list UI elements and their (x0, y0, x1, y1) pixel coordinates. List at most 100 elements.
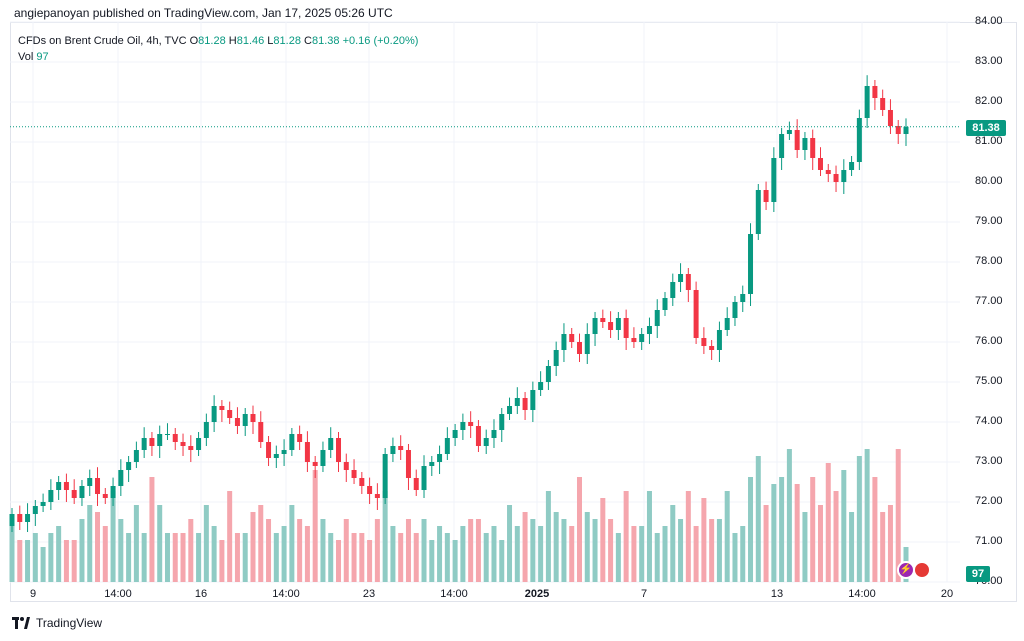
candle-body (483, 438, 489, 446)
low-value: 81.28 (273, 35, 301, 47)
candle-body (507, 406, 513, 414)
volume-bar (545, 491, 551, 582)
candle-body (903, 126, 909, 134)
candle-body (390, 446, 396, 454)
volume-bar (242, 533, 248, 582)
volume-bar (646, 491, 652, 582)
volume-bar (164, 533, 170, 582)
volume-bar (825, 463, 831, 582)
volume-bar (779, 477, 785, 582)
candle-body (693, 290, 699, 338)
volume-bar (40, 547, 46, 582)
candle-body (320, 450, 326, 466)
volume-bar (405, 519, 411, 582)
x-tick-label: 14:00 (272, 588, 300, 600)
volume-bar (468, 519, 474, 582)
candle-body (452, 430, 458, 438)
candle-body (413, 478, 419, 490)
y-tick-label: 72.00 (975, 495, 1003, 507)
volume-bar (48, 533, 54, 582)
candle-body (328, 438, 334, 450)
candle-body (227, 410, 233, 418)
volume-bar (522, 512, 528, 582)
volume-bar (71, 540, 77, 582)
candle-body (203, 422, 209, 438)
candle-body (716, 330, 722, 350)
candle-body (297, 434, 303, 442)
volume-bar (211, 526, 217, 582)
candle-body (437, 454, 443, 462)
candle-body (273, 454, 279, 458)
volume-bar (817, 505, 823, 582)
y-tick-label: 80.00 (975, 175, 1003, 187)
y-tick-label: 82.00 (975, 95, 1003, 107)
footer: TradingView (12, 616, 102, 630)
volume-bar (102, 526, 108, 582)
candle-body (79, 486, 85, 498)
us-flag-event-icon[interactable] (913, 561, 931, 579)
volume-bar (841, 470, 847, 582)
x-tick-label: 23 (362, 588, 376, 600)
candle-body (367, 486, 373, 494)
volume-bar (748, 477, 754, 582)
volume-bar (304, 526, 310, 582)
volume-bar (351, 533, 357, 582)
y-tick-label: 71.00 (975, 535, 1003, 547)
candle-body (740, 294, 746, 302)
candle-body (9, 514, 15, 526)
candle-body (110, 486, 116, 498)
volume-bar (786, 449, 792, 582)
candle-body (880, 98, 886, 110)
candle-body (631, 338, 637, 342)
volume-bar (475, 519, 481, 582)
volume-bar (670, 505, 676, 582)
candle-body (553, 350, 559, 366)
last-price-badge: 81.38 (966, 120, 1006, 136)
candle-body (522, 398, 528, 410)
tradingview-logo-icon[interactable] (12, 617, 30, 629)
volume-bar (693, 526, 699, 582)
candle-body (678, 274, 684, 282)
symbol-label[interactable]: CFDs on Brent Crude Oil, 4h, TVC (18, 35, 187, 47)
y-tick-label: 75.00 (975, 375, 1003, 387)
volume-bar (390, 526, 396, 582)
volume-bar (615, 533, 621, 582)
volume-bar (569, 526, 575, 582)
footer-brand[interactable]: TradingView (36, 616, 103, 630)
candle-body (685, 274, 691, 290)
candle-body (398, 446, 404, 450)
volume-bar (32, 533, 38, 582)
volume-label: Vol (18, 51, 34, 63)
candle-body (887, 110, 893, 126)
candle-body (576, 342, 582, 354)
volume-bar (110, 491, 116, 582)
low-label: L (267, 35, 274, 47)
candle-body (281, 450, 287, 454)
candle-body (133, 450, 139, 462)
candle-body (833, 174, 839, 182)
candle-body (468, 422, 474, 426)
volume-bar (172, 533, 178, 582)
volume-bar (234, 533, 240, 582)
candle-body (17, 514, 23, 522)
volume-bar (320, 519, 326, 582)
volume-bar (553, 512, 559, 582)
candle-body (180, 442, 186, 446)
volume-bar (312, 470, 318, 582)
volume-bar (343, 519, 349, 582)
candle-body (771, 158, 777, 202)
candle-body (421, 466, 427, 490)
volume-bar (87, 505, 93, 582)
volume-bar (17, 540, 23, 582)
volume-bar (771, 484, 777, 582)
x-tick-label: 13 (770, 588, 784, 600)
close-value: 81.38 (311, 35, 340, 47)
candle-body (32, 506, 38, 514)
candle-body (701, 338, 707, 346)
candle-body (615, 318, 621, 330)
volume-bar (740, 526, 746, 582)
volume-bar (895, 449, 901, 582)
candle-body (351, 470, 357, 478)
volume-bar (281, 526, 287, 582)
